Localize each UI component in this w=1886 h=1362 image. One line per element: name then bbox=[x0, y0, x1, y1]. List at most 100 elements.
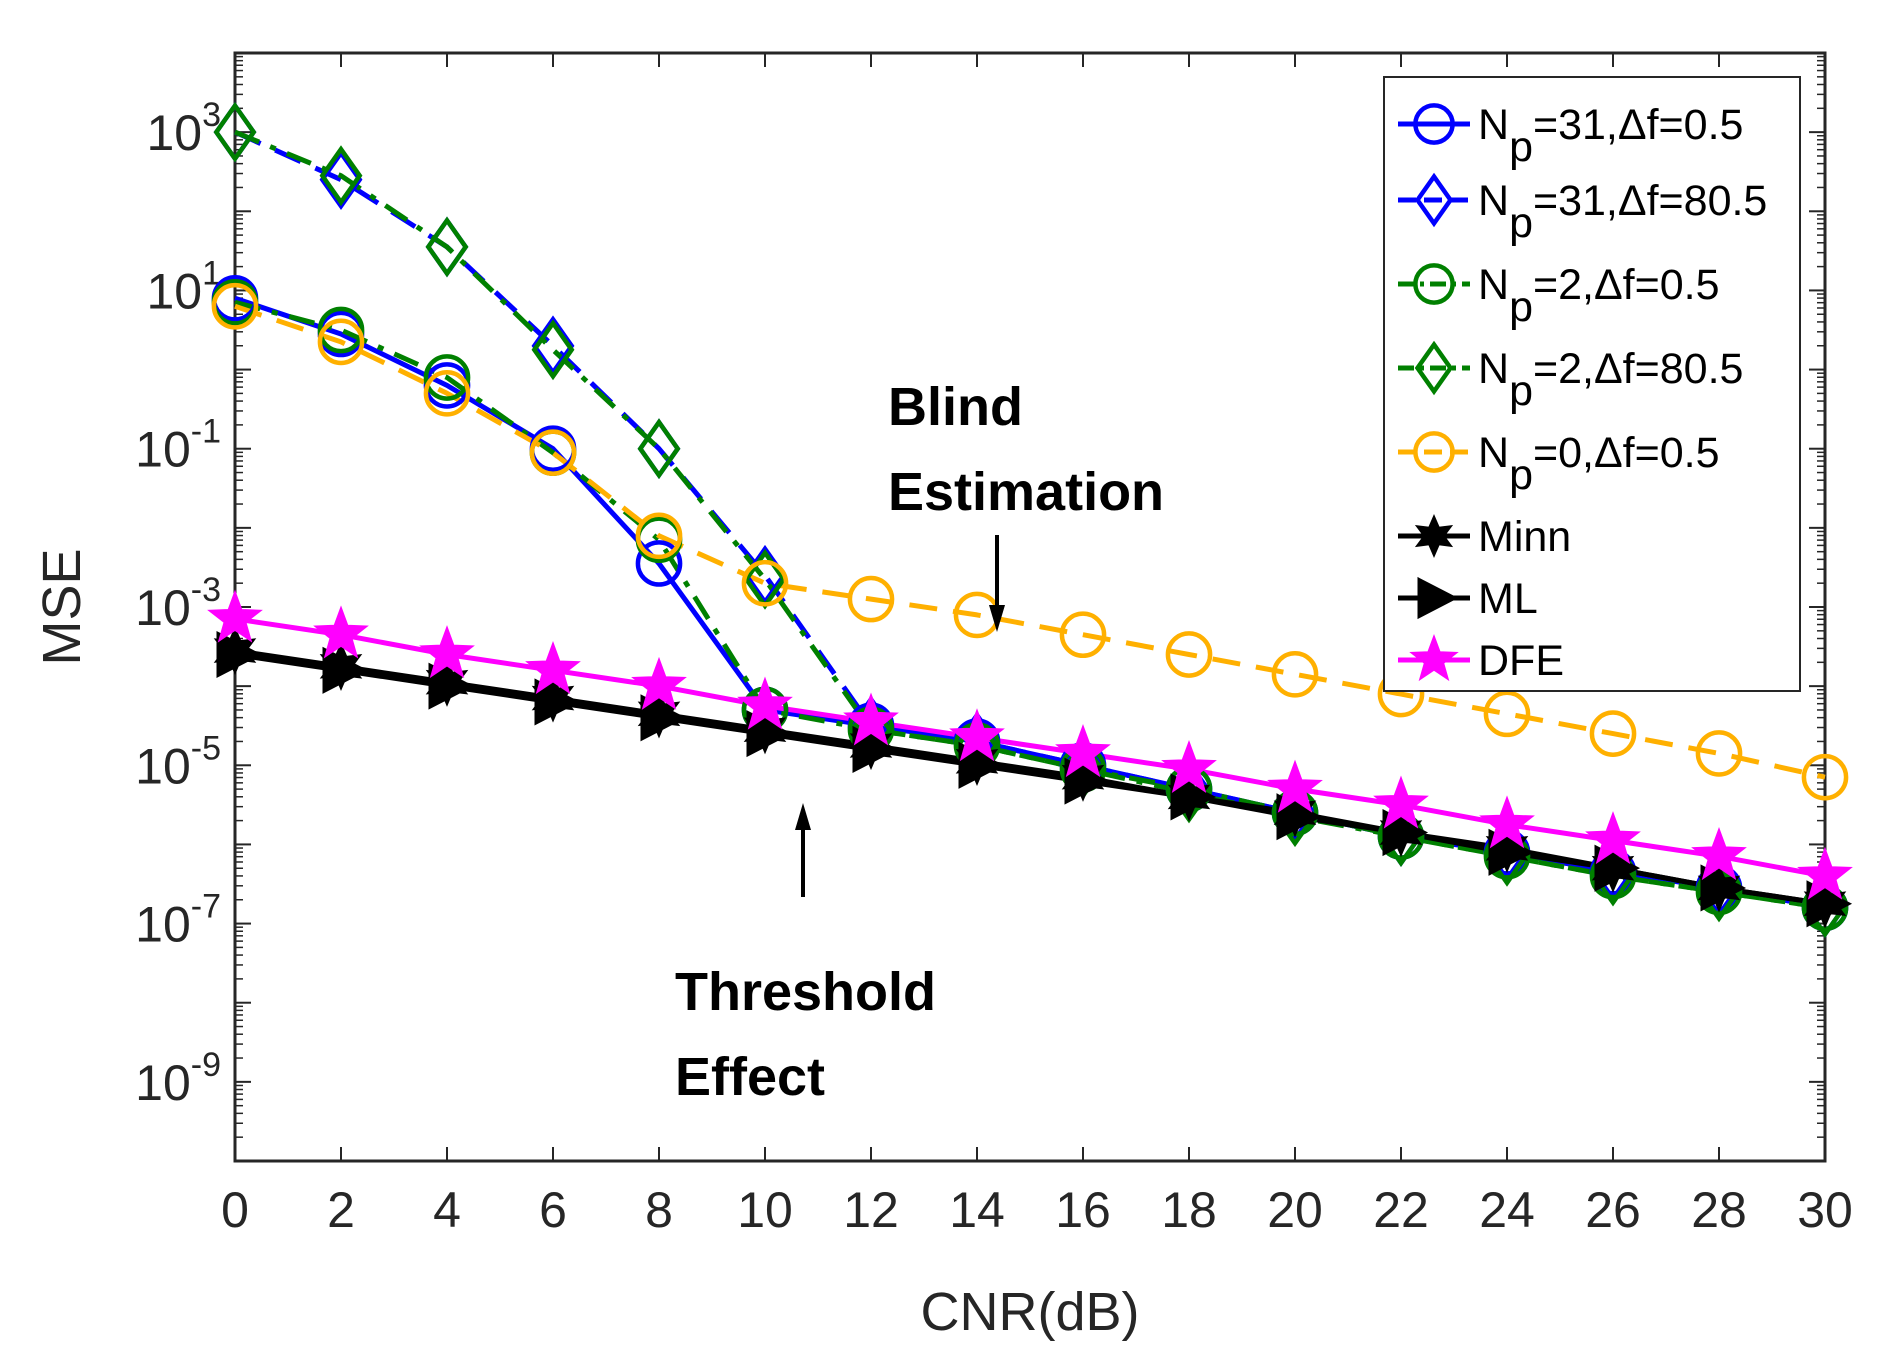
legend-marker-6 bbox=[1417, 576, 1459, 620]
y-tick-label: 10-9 bbox=[135, 1046, 221, 1111]
series-1-point bbox=[531, 315, 575, 377]
series-4-point bbox=[1589, 710, 1637, 757]
y-tick-label: 10-1 bbox=[135, 413, 221, 478]
series-6-point bbox=[1276, 793, 1323, 841]
series-6-point bbox=[958, 741, 1005, 789]
series-7-point bbox=[1479, 795, 1535, 849]
series-7-point bbox=[1267, 759, 1323, 813]
x-tick-label: 2 bbox=[327, 1182, 355, 1238]
series-7-point bbox=[737, 676, 793, 730]
series-6-point bbox=[1806, 880, 1853, 928]
legend-box bbox=[1383, 76, 1801, 692]
series-4-point bbox=[635, 512, 683, 560]
legend-label-0: Np=31,Δf=0.5 bbox=[1478, 101, 1743, 171]
x-tick-label: 26 bbox=[1585, 1182, 1641, 1238]
series-6-point bbox=[1700, 864, 1747, 912]
legend-marker-0 bbox=[1413, 103, 1455, 145]
series-3-point bbox=[637, 418, 681, 480]
series-4-point bbox=[529, 429, 577, 477]
y-axis-ticks: 103 101 10-1 10-3 10-5 10-7 10-9 bbox=[135, 52, 1825, 1162]
series-lines bbox=[233, 129, 1826, 911]
y-tick-label: 10-5 bbox=[135, 729, 221, 794]
legend-marker-4 bbox=[1413, 431, 1455, 473]
series-7-point bbox=[631, 656, 687, 710]
x-tick-label: 6 bbox=[539, 1182, 567, 1238]
series-line-3 bbox=[234, 129, 1826, 911]
series-4-point bbox=[1695, 730, 1743, 777]
series-7-point bbox=[1585, 811, 1641, 865]
legend-marker-2 bbox=[1413, 263, 1455, 305]
series-4-point bbox=[1165, 631, 1213, 678]
y-tick-label: 10-3 bbox=[135, 571, 221, 636]
x-tick-label: 30 bbox=[1797, 1182, 1853, 1238]
series-2-point bbox=[423, 354, 471, 401]
series-line-7 bbox=[234, 616, 1826, 879]
x-tick-label: 4 bbox=[433, 1182, 461, 1238]
x-tick-label: 0 bbox=[221, 1182, 249, 1238]
y-tick-label: 103 bbox=[146, 96, 221, 161]
series-6-point bbox=[1170, 773, 1217, 821]
series-7-point bbox=[525, 640, 581, 695]
annotation-blind-line2: Estimation bbox=[888, 462, 1164, 522]
legend-marker-5 bbox=[1414, 513, 1454, 559]
series-6-point bbox=[852, 725, 899, 774]
annotation-threshold-arrow bbox=[795, 803, 811, 897]
y-axis-label: MSE bbox=[32, 548, 92, 665]
x-tick-label: 8 bbox=[645, 1182, 673, 1238]
legend-label-5: Minn bbox=[1478, 513, 1571, 561]
series-6-point bbox=[534, 678, 581, 726]
series-6-point bbox=[1064, 757, 1111, 805]
series-markers bbox=[207, 101, 1853, 939]
series-3-point bbox=[213, 101, 257, 163]
series-4-point bbox=[1801, 753, 1849, 801]
annotations: Blind Estimation Threshold Effect bbox=[675, 377, 1164, 1107]
series-4-point bbox=[1483, 690, 1531, 738]
series-4-point bbox=[1271, 650, 1319, 698]
series-7-point bbox=[1055, 724, 1111, 778]
series-6-point bbox=[1382, 809, 1429, 857]
y-tick-label: 10-7 bbox=[135, 888, 221, 953]
x-tick-label: 20 bbox=[1267, 1182, 1323, 1238]
series-4-point bbox=[1059, 611, 1107, 659]
legend-marker-7 bbox=[1409, 633, 1459, 682]
series-6-point bbox=[216, 630, 263, 679]
series-6-point bbox=[428, 662, 475, 710]
series-3-point bbox=[319, 145, 363, 207]
series-7-point bbox=[207, 589, 263, 643]
series-4-point bbox=[317, 318, 365, 366]
x-tick-label: 12 bbox=[843, 1182, 899, 1238]
series-6-point bbox=[746, 710, 793, 758]
legend-marker-1 bbox=[1414, 172, 1454, 228]
series-6-point bbox=[1594, 844, 1641, 892]
series-7-point bbox=[1373, 775, 1429, 829]
legend: Np=31,Δf=0.5Np=31,Δf=80.5 Np=2,Δf=0.5 Np=2… bbox=[1383, 76, 1801, 692]
series-3-point bbox=[531, 319, 575, 381]
x-tick-label: 16 bbox=[1055, 1182, 1111, 1238]
series-3-point bbox=[425, 216, 469, 278]
y-tick-label: 101 bbox=[146, 254, 221, 319]
x-tick-label: 28 bbox=[1691, 1182, 1747, 1238]
series-4-point bbox=[741, 559, 789, 607]
series-4-point bbox=[423, 369, 471, 417]
series-7-point bbox=[1161, 739, 1217, 793]
x-tick-label: 22 bbox=[1373, 1182, 1429, 1238]
annotation-blind-arrow bbox=[989, 535, 1005, 632]
series-line-6 bbox=[234, 652, 1826, 907]
series-7-point bbox=[1797, 846, 1853, 900]
series-7-point bbox=[843, 692, 899, 746]
legend-marker-3 bbox=[1414, 340, 1454, 396]
series-2-point bbox=[317, 306, 365, 354]
x-tick-label: 14 bbox=[949, 1182, 1005, 1238]
series-line-4 bbox=[234, 303, 1826, 780]
legend-label-4: Np=0,Δf=0.5 bbox=[1478, 429, 1720, 499]
series-0-point bbox=[635, 540, 683, 587]
series-6-point bbox=[322, 646, 369, 694]
series-4-point bbox=[211, 282, 259, 330]
legend-label-7: DFE bbox=[1478, 637, 1564, 685]
legend-label-6: ML bbox=[1478, 575, 1538, 623]
series-6-point bbox=[1488, 828, 1535, 876]
x-axis-ticks: 0 2 4 6 8 10 12 14 16 18 20 22 24 26 28 30 bbox=[221, 53, 1853, 1238]
annotation-blind-line1: Blind bbox=[888, 377, 1023, 437]
x-tick-label: 10 bbox=[737, 1182, 793, 1238]
